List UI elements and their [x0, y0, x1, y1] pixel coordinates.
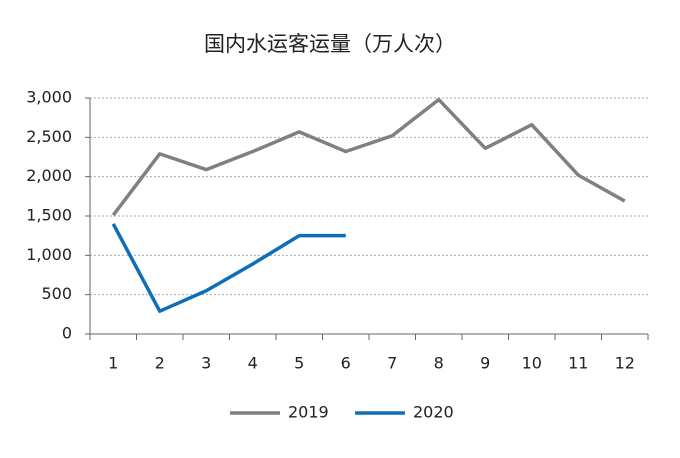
y-tick-label: 2,500 [26, 127, 72, 146]
x-tick-label: 5 [294, 354, 304, 373]
x-tick-label: 7 [387, 354, 397, 373]
x-tick-label: 4 [248, 354, 258, 373]
x-tick-label: 12 [615, 354, 635, 373]
x-tick-label: 2 [155, 354, 165, 373]
y-tick-label: 500 [41, 284, 72, 303]
series-line [111, 223, 346, 313]
legend-label: 2019 [288, 403, 329, 422]
chart-title: 国内水运客运量（万人次） [204, 32, 456, 56]
x-tick-label: 6 [341, 354, 351, 373]
legend-label: 2020 [413, 403, 454, 422]
series-line [111, 97, 626, 217]
x-tick-label: 9 [480, 354, 490, 373]
x-tick-label: 11 [568, 354, 588, 373]
x-tick-label: 10 [522, 354, 542, 373]
x-tick-label: 3 [201, 354, 211, 373]
y-tick-label: 3,000 [26, 88, 72, 107]
x-tick-label: 1 [108, 354, 118, 373]
y-tick-label: 1,000 [26, 245, 72, 264]
y-tick-label: 2,000 [26, 166, 72, 185]
x-tick-label: 8 [434, 354, 444, 373]
y-tick-label: 1,500 [26, 206, 72, 225]
y-tick-label: 0 [62, 324, 72, 343]
